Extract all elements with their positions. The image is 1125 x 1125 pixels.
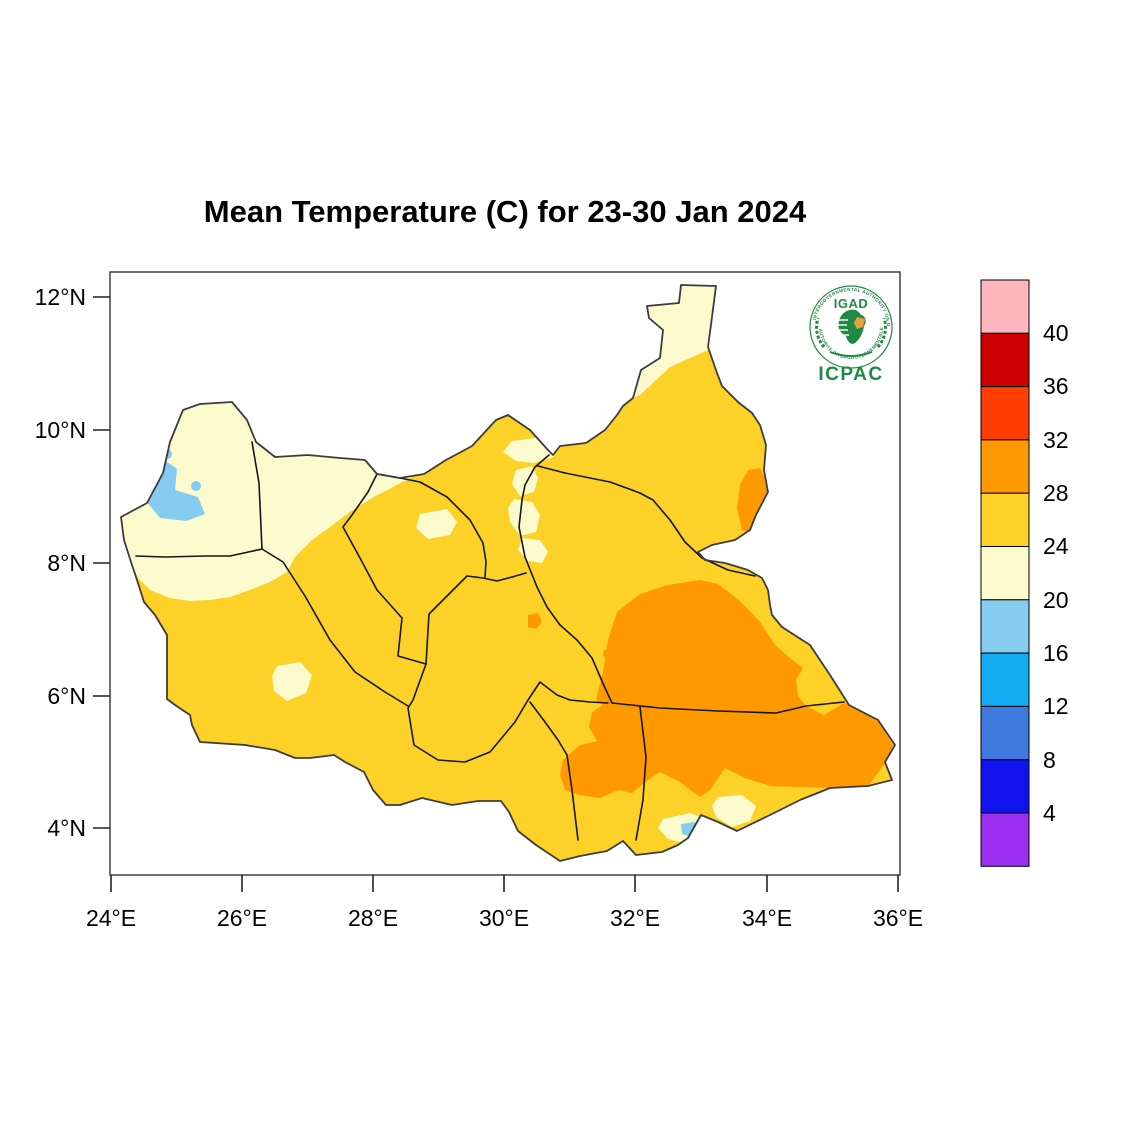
y-tick-label-3: 6°N xyxy=(47,683,86,709)
colorbar-label-12: 12 xyxy=(1043,693,1069,719)
state-boundary-weq-ceq xyxy=(529,701,579,841)
colorbar-cell-32-36 xyxy=(980,386,1030,441)
colorbar-cell-12-16 xyxy=(980,652,1030,707)
colorbar-labels: 40 36 32 28 24 20 16 12 8 4 xyxy=(1043,320,1069,826)
colorbar-cell-36-40 xyxy=(980,332,1030,388)
region-sudd-b-20-24 xyxy=(508,499,540,536)
x-tick-label-3: 30°E xyxy=(479,905,529,931)
colorbar-label-36: 36 xyxy=(1043,373,1069,399)
y-axis: 12°N 10°N 8°N 6°N 4°N xyxy=(35,284,110,841)
region-sudd-d-20-24 xyxy=(416,509,457,539)
state-boundary-white-nile xyxy=(518,454,613,704)
colorbar-cell-8-12 xyxy=(980,705,1030,761)
region-west-pocket-20-24 xyxy=(272,662,312,701)
y-tick-label-4: 4°N xyxy=(47,815,86,841)
region-south-pocket-a-20-24 xyxy=(712,795,756,827)
state-boundary-jonglei-eeq xyxy=(611,701,845,714)
colorbar-label-4: 4 xyxy=(1043,800,1056,826)
x-axis: 24°E 26°E 28°E 30°E 32°E 34°E 36°E xyxy=(86,875,923,931)
state-boundary-wbeg-weq xyxy=(261,548,409,707)
logo-africa-horn-highlight xyxy=(854,317,865,329)
state-boundary-nbeg xyxy=(135,441,263,558)
colorbar-cell-16-20 xyxy=(980,599,1030,654)
colorbar-cell-below-4 xyxy=(980,812,1030,867)
lake-dot-b-16-20 xyxy=(191,481,201,491)
state-boundary-warrap-unity xyxy=(376,473,487,578)
logo-speed-lines xyxy=(834,319,849,336)
colorbar-label-28: 28 xyxy=(1043,480,1069,506)
state-boundary-lakes-south xyxy=(407,663,609,763)
x-axis-ticks xyxy=(110,875,899,892)
state-boundary-ceq-eeq xyxy=(635,706,647,841)
state-boundary-warrap-west xyxy=(342,473,427,665)
colorbar-label-20: 20 xyxy=(1043,587,1069,613)
x-tick-label-1: 26°E xyxy=(217,905,267,931)
colorbar-label-40: 40 xyxy=(1043,320,1069,346)
state-boundary-warrap-south xyxy=(425,572,527,665)
colorbar-cell-above-40 xyxy=(980,279,1030,334)
x-tick-label-5: 34°E xyxy=(742,905,792,931)
logo-laurel-right xyxy=(876,317,887,348)
region-dot-b-28-32 xyxy=(603,647,618,659)
colorbar-label-8: 8 xyxy=(1043,747,1056,773)
colorbar-cell-20-24 xyxy=(980,546,1030,601)
x-tick-label-4: 32°E xyxy=(610,905,660,931)
plot-frame xyxy=(109,271,901,876)
colorbar-cell-4-8 xyxy=(980,759,1030,814)
page-title: Mean Temperature (C) for 23-30 Jan 2024 xyxy=(204,194,807,229)
region-dot-a-28-32 xyxy=(528,613,542,629)
y-tick-label-1: 10°N xyxy=(35,417,86,443)
y-axis-ticks xyxy=(93,296,110,829)
state-boundary-sobat xyxy=(537,465,756,577)
colorbar-cells xyxy=(980,279,1030,867)
y-tick-label-2: 8°N xyxy=(47,550,86,576)
colorbar: 40 36 32 28 24 20 16 12 8 4 xyxy=(980,279,1069,867)
y-tick-label-0: 12°N xyxy=(35,284,86,310)
state-boundaries xyxy=(135,441,845,841)
region-southeast-28-32 xyxy=(560,580,893,798)
colorbar-label-16: 16 xyxy=(1043,640,1069,666)
logo-laurel-base xyxy=(829,351,873,357)
logo-igad-text: IGAD xyxy=(834,296,869,311)
colorbar-label-24: 24 xyxy=(1043,533,1069,559)
colorbar-cell-28-32 xyxy=(980,439,1030,494)
logo-icpac-text: ICPAC xyxy=(818,364,883,385)
x-tick-label-6: 36°E xyxy=(873,905,923,931)
logo-laurel-left xyxy=(815,317,826,348)
colorbar-cell-24-28 xyxy=(980,492,1030,548)
x-tick-label-2: 28°E xyxy=(348,905,398,931)
region-north-tip-20-24 xyxy=(633,285,716,398)
colorbar-label-32: 32 xyxy=(1043,427,1069,453)
region-border-strip-20-24 xyxy=(503,438,554,463)
x-tick-label-0: 24°E xyxy=(86,905,136,931)
